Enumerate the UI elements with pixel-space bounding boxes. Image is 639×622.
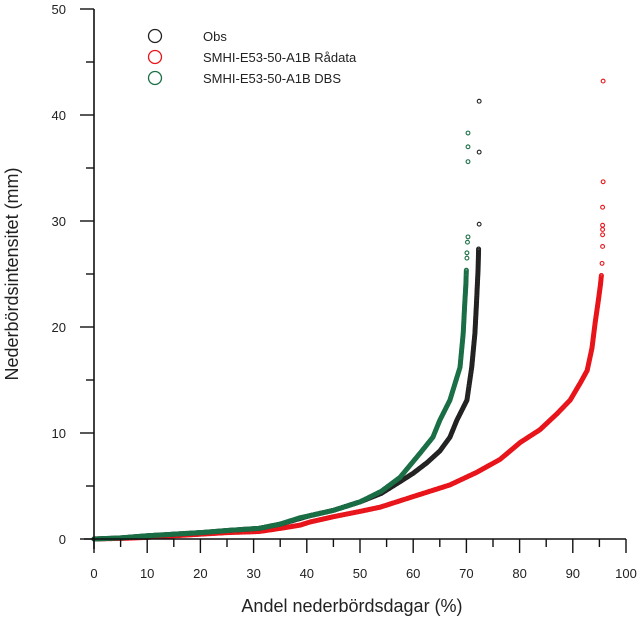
legend-marker xyxy=(147,70,163,86)
data-point xyxy=(600,179,606,185)
x-tick-label: 50 xyxy=(353,566,367,581)
data-point xyxy=(599,260,605,266)
x-tick-label: 70 xyxy=(459,566,473,581)
y-tick-label: 0 xyxy=(59,532,66,547)
data-point xyxy=(465,234,471,240)
data-point xyxy=(476,149,482,155)
y-axis-title: Nederbördsintensitet (mm) xyxy=(2,167,22,380)
x-tick-label: 60 xyxy=(406,566,420,581)
series-1 xyxy=(91,78,606,542)
data-point xyxy=(464,250,470,256)
data-point xyxy=(476,98,482,104)
x-tick-label: 90 xyxy=(566,566,580,581)
y-ticks: 0 10 20 30 40 50 xyxy=(52,2,94,547)
x-tick-label: 40 xyxy=(300,566,314,581)
x-tick-label: 30 xyxy=(246,566,260,581)
series-2 xyxy=(91,130,471,542)
x-axis-title: Andel nederbördsdagar (%) xyxy=(241,596,462,616)
y-tick-label: 20 xyxy=(52,320,66,335)
data-point xyxy=(476,221,482,227)
data-point xyxy=(465,130,471,136)
series-0 xyxy=(91,98,482,542)
data-point xyxy=(465,144,471,150)
legend-label: SMHI-E53-50-A1B Rådata xyxy=(203,50,357,65)
data-point xyxy=(600,227,606,232)
data-point xyxy=(598,272,604,279)
legend-label: SMHI-E53-50-A1B DBS xyxy=(203,71,341,86)
y-tick-label: 50 xyxy=(52,2,66,17)
data-point xyxy=(600,78,606,84)
x-tick-label: 0 xyxy=(90,566,97,581)
data-point xyxy=(465,159,471,165)
x-tick-label: 80 xyxy=(512,566,526,581)
data-point xyxy=(465,239,470,245)
series-layer xyxy=(91,78,606,542)
legend-marker xyxy=(147,28,163,44)
legend-label: Obs xyxy=(203,29,227,44)
x-tick-label: 100 xyxy=(615,566,637,581)
y-tick-label: 10 xyxy=(52,426,66,441)
data-point xyxy=(600,204,606,210)
data-point xyxy=(600,222,606,228)
legend-marker xyxy=(147,49,163,65)
x-ticks: 0 10 20 30 40 50 60 70 80 90 100 xyxy=(90,539,637,581)
data-point xyxy=(600,243,606,249)
x-tick-label: 10 xyxy=(140,566,154,581)
y-tick-label: 30 xyxy=(52,214,66,229)
data-point xyxy=(464,255,470,261)
y-tick-label: 40 xyxy=(52,108,66,123)
legend: Obs SMHI-E53-50-A1B Rådata SMHI-E53-50-A1B… xyxy=(147,28,357,86)
x-tick-label: 20 xyxy=(193,566,207,581)
data-point xyxy=(600,232,606,238)
data-point xyxy=(476,246,482,252)
axes: 0 10 20 30 40 50 60 70 80 90 100 0 10 20 30 40 50 xyxy=(52,2,637,581)
data-point xyxy=(463,267,469,273)
